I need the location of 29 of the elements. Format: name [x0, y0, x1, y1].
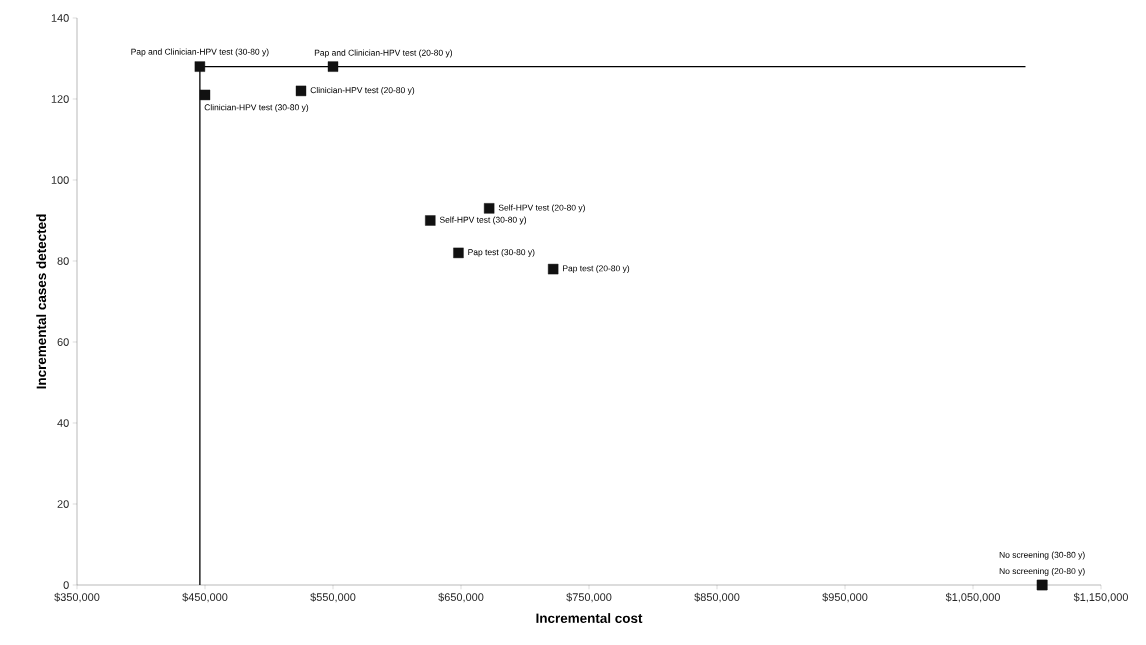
y-tick-label: 40 — [57, 419, 69, 427]
annotation: Pap test (20-80 y) — [563, 265, 630, 274]
y-tick-label: 20 — [57, 500, 69, 508]
x-tick-label: $450,000 — [182, 592, 228, 603]
x-tick-label: $350,000 — [54, 592, 100, 603]
annotation: Clinician-HPV test (30-80 y) — [204, 104, 309, 113]
y-tick-label: 80 — [57, 257, 69, 265]
x-tick-label: $650,000 — [438, 592, 484, 603]
y-tick-label: 120 — [51, 95, 69, 103]
annotation: Self-HPV test (30-80 y) — [439, 216, 527, 225]
annotation: No screening (20-80 y) — [999, 567, 1085, 576]
x-tick-label: $850,000 — [694, 592, 740, 603]
annotation: Pap test (30-80 y) — [468, 248, 535, 257]
x-axis-title: Incremental cost — [536, 613, 643, 623]
annotation: Pap and Clinician-HPV test (30-80 y) — [131, 48, 269, 57]
y-tick-label: 60 — [57, 338, 69, 346]
annotation: No screening (30-80 y) — [999, 551, 1085, 560]
x-tick-label: $750,000 — [566, 592, 612, 603]
annotation: Clinician-HPV test (20-80 y) — [310, 86, 415, 95]
x-tick-label: $550,000 — [310, 592, 356, 603]
x-tick-label: $950,000 — [822, 592, 868, 603]
y-tick-label: 0 — [63, 581, 69, 589]
annotation: Pap and Clinician-HPV test (20-80 y) — [314, 49, 453, 58]
x-tick-label: $1,150,000 — [1073, 592, 1128, 603]
x-tick-label: $1,050,000 — [945, 592, 1000, 603]
y-tick-label: 140 — [51, 14, 69, 22]
annotation: Self-HPV test (20-80 y) — [498, 204, 585, 213]
y-tick-label: 100 — [51, 176, 69, 184]
y-axis-title: Incremental cases detected — [36, 214, 47, 389]
